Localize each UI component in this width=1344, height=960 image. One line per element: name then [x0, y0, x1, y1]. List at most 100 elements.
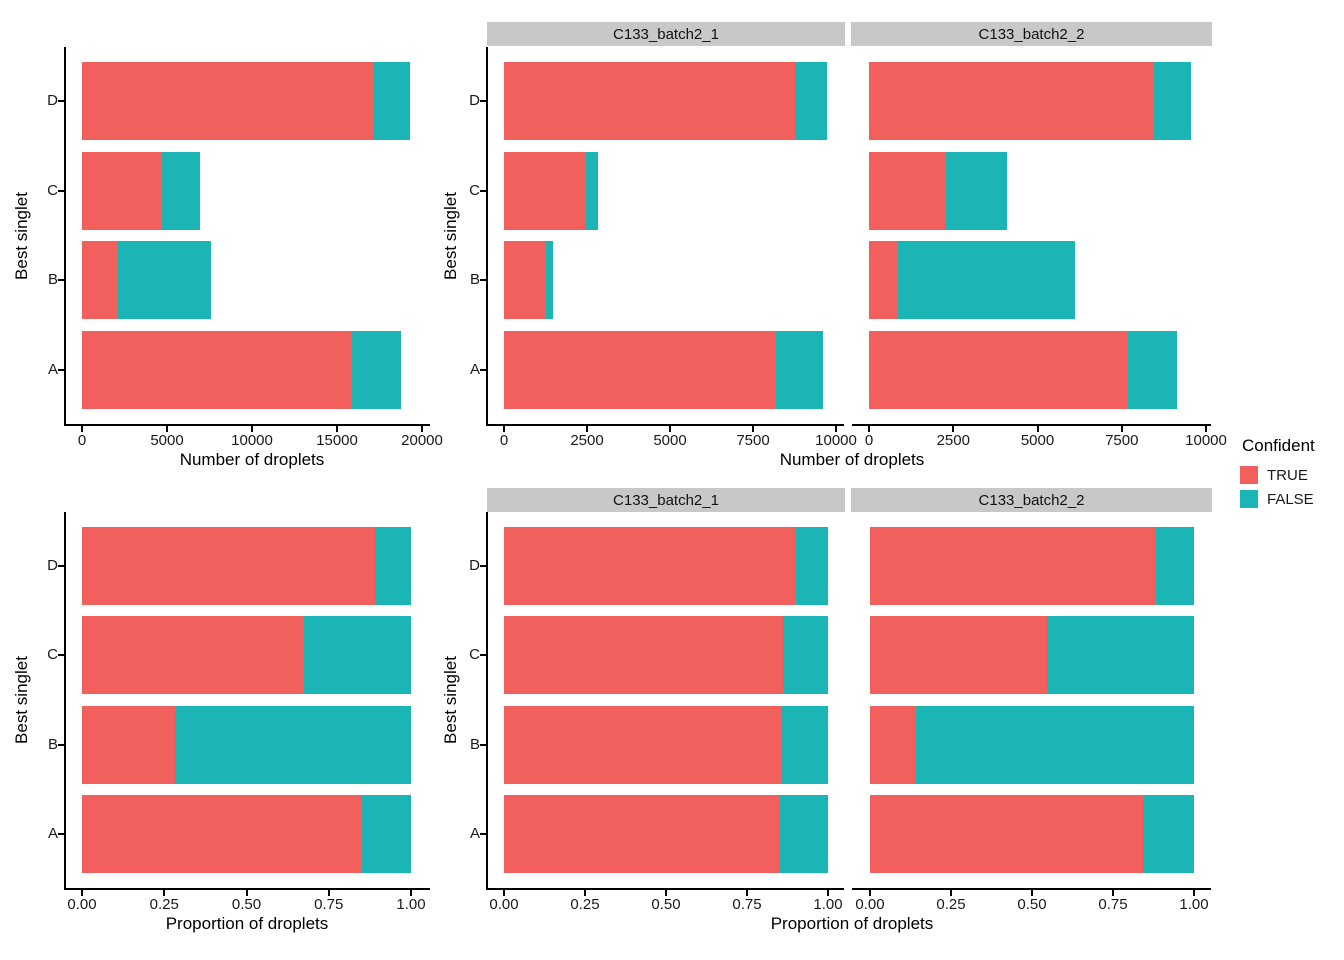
bar-segment-false-A [352, 331, 401, 410]
bar-segment-false-B [174, 705, 411, 784]
x-tick [584, 890, 586, 896]
y-category-label-B: B [47, 271, 58, 289]
bar-segment-false-A [775, 331, 824, 410]
x-tick-label: 0 [864, 432, 874, 449]
y-tick [58, 99, 64, 102]
x-tick-label: 7500 [1105, 432, 1139, 449]
legend-swatch-false-icon [1240, 490, 1258, 508]
bar-segment-true-C [82, 151, 162, 230]
bar-segment-false-C [584, 151, 598, 230]
x-tick-label: 15000 [316, 432, 358, 449]
bar-segment-true-D [869, 61, 1153, 140]
x-tick [835, 426, 837, 432]
bar-segment-false-B [781, 705, 828, 784]
bar-segment-true-B [82, 241, 119, 320]
x-tick [1031, 890, 1033, 896]
y-category-label-A: A [47, 825, 58, 843]
legend-swatch-true-icon [1240, 466, 1258, 484]
x-tick-label: 0.50 [1017, 896, 1047, 913]
y-axis-line [64, 512, 66, 890]
x-tick [586, 426, 588, 432]
bar-segment-true-B [82, 705, 175, 784]
y-tick [58, 369, 64, 372]
x-tick-label: 0.75 [1098, 896, 1128, 913]
x-tick [869, 890, 871, 896]
x-tick-label: 1.00 [1179, 896, 1209, 913]
x-tick-label: 20000 [401, 432, 443, 449]
x-tick [410, 890, 412, 896]
bar-segment-true-C [869, 151, 945, 230]
y-tick [480, 654, 486, 657]
legend-label-true: TRUE [1267, 466, 1308, 484]
x-tick [336, 426, 338, 432]
bar-segment-true-D [870, 526, 1156, 605]
x-tick [81, 426, 83, 432]
bar-segment-false-B [898, 241, 1075, 320]
x-axis-line [64, 424, 430, 426]
bar-segment-false-D [795, 526, 828, 605]
x-axis-line [852, 888, 1211, 890]
legend-label-false: FALSE [1267, 490, 1314, 508]
y-axis-title: Best singlet [441, 191, 460, 280]
bar-segment-true-A [504, 331, 776, 410]
y-tick [480, 369, 486, 372]
bar-segment-false-A [1128, 331, 1177, 410]
bar-segment-false-C [304, 616, 411, 695]
x-tick-label: 0.00 [855, 896, 885, 913]
y-category-label-A: A [469, 825, 480, 843]
y-tick [58, 564, 64, 567]
y-category-label-D: D [47, 556, 58, 574]
bar-segment-false-D [1155, 526, 1194, 605]
x-tick-label: 2500 [570, 432, 604, 449]
bar-segment-true-D [504, 61, 796, 140]
facet-strip-C133_batch2_1: C133_batch2_1 [487, 488, 845, 512]
x-tick-label: 1.00 [396, 896, 426, 913]
x-tick [827, 890, 829, 896]
y-tick [58, 279, 64, 282]
x-tick [81, 890, 83, 896]
y-category-label-B: B [47, 735, 58, 753]
bar-segment-true-C [504, 616, 784, 695]
x-tick-label: 0 [77, 432, 87, 449]
x-tick [669, 426, 671, 432]
bar-segment-false-A [360, 795, 411, 874]
y-category-label-C: C [47, 181, 58, 199]
bar-segment-true-B [504, 241, 547, 320]
x-tick-label: 5000 [150, 432, 184, 449]
x-tick [327, 890, 330, 896]
bar-segment-false-D [795, 61, 828, 140]
bar-segment-true-C [504, 151, 585, 230]
y-category-label-C: C [47, 646, 58, 664]
x-tick-label: 0.75 [732, 896, 762, 913]
y-category-label-A: A [469, 361, 480, 379]
bar-segment-false-A [1143, 795, 1194, 874]
x-tick [752, 426, 754, 432]
y-axis-line [486, 47, 488, 426]
x-axis-title: Number of droplets [179, 450, 325, 469]
x-tick [1112, 890, 1114, 896]
bar-segment-false-C [1047, 616, 1194, 695]
bar-segment-false-B [546, 241, 554, 320]
bar-segment-true-A [869, 331, 1129, 410]
y-tick [480, 564, 486, 567]
x-tick [421, 426, 423, 432]
x-axis-line [486, 424, 844, 426]
bar-segment-true-D [82, 61, 375, 140]
y-tick [58, 743, 64, 746]
bar-segment-true-A [82, 795, 361, 874]
x-tick [665, 890, 667, 896]
x-axis-title: Proportion of droplets [165, 914, 329, 933]
bar-segment-false-C [161, 151, 200, 230]
x-tick [1193, 890, 1195, 896]
x-axis-title: Proportion of droplets [770, 914, 934, 933]
y-category-label-B: B [469, 271, 480, 289]
y-category-label-D: D [469, 556, 480, 574]
x-tick-label: 0.25 [936, 896, 966, 913]
y-category-label-C: C [469, 181, 480, 199]
y-tick [480, 279, 486, 282]
bar-segment-false-B [916, 705, 1194, 784]
y-category-label-C: C [469, 646, 480, 664]
x-tick [746, 890, 748, 896]
x-tick [503, 426, 505, 432]
